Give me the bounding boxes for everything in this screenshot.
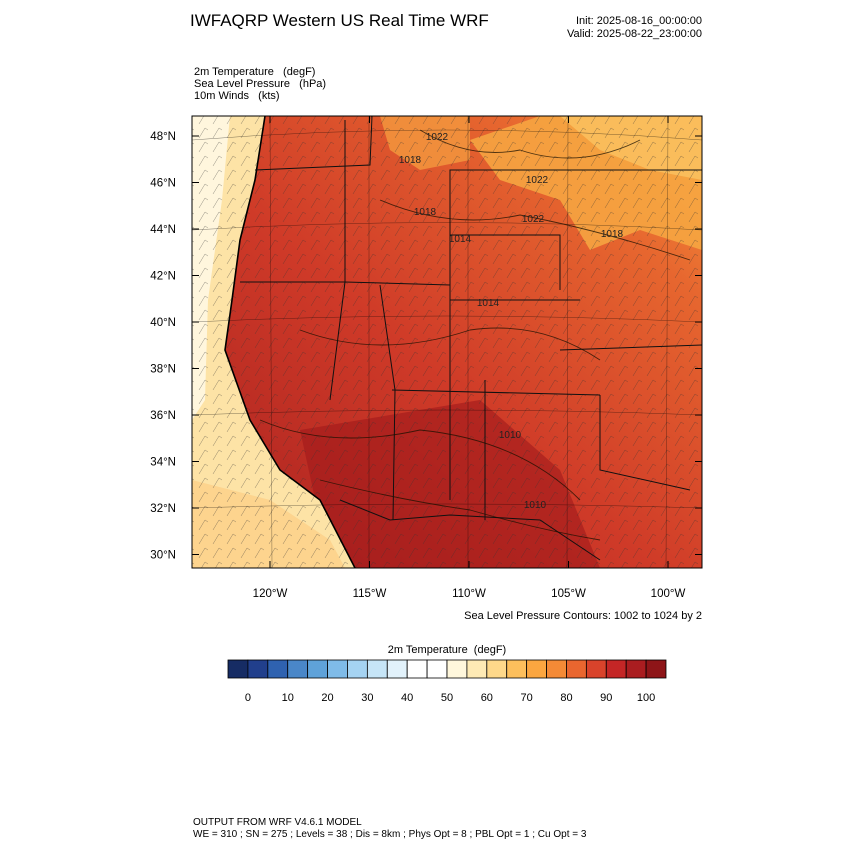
colorbar-label: 70 (521, 692, 533, 704)
valid-time: Valid: 2025-08-22_23:00:00 (567, 28, 702, 40)
contour-note: Sea Level Pressure Contours: 1002 to 102… (464, 610, 702, 622)
lon-tick-label: 105°W (551, 588, 586, 600)
colorbar-box (267, 659, 289, 679)
lon-tick-label: 115°W (353, 588, 387, 600)
colorbar-box (526, 659, 547, 679)
contour-label: 1018 (399, 155, 422, 166)
colorbar-label: 90 (600, 692, 612, 704)
colorbar-box (486, 659, 508, 679)
footer-line: OUTPUT FROM WRF V4.6.1 MODEL (193, 817, 362, 828)
field-label: 2m Temperature (degF) (194, 66, 315, 78)
contour-label: 1010 (524, 500, 547, 511)
colorbar-box (645, 659, 667, 679)
colorbar-box (366, 659, 388, 679)
colorbar-box (466, 659, 488, 679)
colorbar: 0 10 20 30 40 50 60 70 80 90 100 (227, 659, 667, 704)
lat-tick-label: 44°N (150, 224, 176, 236)
colorbar-box (347, 659, 368, 679)
contour-label: 1022 (426, 132, 449, 143)
contour-labels: 1022 1018 1018 1022 1022 1018 1014 1014 1010 1010 (399, 132, 624, 511)
contour-label: 1018 (601, 229, 624, 240)
colorbar-box (227, 659, 249, 679)
colorbar-label: 60 (481, 692, 493, 704)
contour-label: 1014 (477, 298, 500, 309)
colorbar-box (327, 659, 348, 679)
colorbar-label: 80 (560, 692, 572, 704)
colorbar-box (307, 659, 328, 679)
field-label: Sea Level Pressure (hPa) (194, 78, 326, 90)
footer-line: WE = 310 ; SN = 275 ; Levels = 38 ; Dis … (193, 829, 587, 840)
contour-label: 1018 (414, 207, 437, 218)
title: IWFAQRP Western US Real Time WRF (190, 11, 489, 30)
contour-label: 1022 (522, 214, 545, 225)
field-label: 10m Winds (kts) (194, 90, 280, 102)
contour-label: 1014 (449, 234, 472, 245)
lat-tick-label: 36°N (150, 410, 176, 422)
init-time: Init: 2025-08-16_00:00:00 (576, 15, 702, 27)
lon-tick-label: 100°W (651, 588, 686, 600)
colorbar-box (585, 659, 607, 679)
lat-tick-label: 38°N (150, 364, 176, 376)
graticule (192, 116, 702, 568)
colorbar-box (625, 659, 647, 679)
colorbar-label: 10 (282, 692, 294, 704)
field-list: 2m Temperature (degF)Sea Level Pressure … (194, 66, 326, 102)
borders (240, 116, 702, 561)
colorbar-label: 20 (321, 692, 333, 704)
colorbar-box (566, 659, 587, 679)
colorbar-box (386, 659, 408, 679)
wind-barbs (192, 116, 702, 568)
lat-tick-label: 32°N (150, 503, 176, 515)
colorbar-label: 0 (245, 692, 251, 704)
axes: 48°N 46°N 44°N 42°N 40°N 38°N 36°N 34°N 32°N 30°N… (150, 116, 702, 600)
lat-tick-label: 46°N (150, 178, 176, 190)
colorbar-box (605, 659, 627, 679)
colorbar-label: 40 (401, 692, 413, 704)
colorbar-title: 2m Temperature (degF) (388, 644, 506, 656)
colorbar-box (406, 659, 428, 679)
colorbar-label: 100 (637, 692, 655, 704)
lat-tick-label: 42°N (150, 271, 176, 283)
colorbar-box (426, 659, 448, 679)
lat-tick-label: 48°N (150, 131, 176, 143)
contour-label: 1010 (499, 430, 522, 441)
lat-tick-label: 34°N (150, 457, 176, 469)
colorbar-box (546, 659, 567, 679)
map-frame (191, 115, 703, 569)
map-field: 1022 1018 1018 1022 1022 1018 1014 1014 1010 1010 (192, 116, 702, 568)
lat-tick-label: 40°N (150, 317, 176, 329)
lat-tick-label: 30°N (150, 550, 176, 562)
contour-label: 1022 (526, 175, 549, 186)
lon-tick-label: 120°W (253, 588, 288, 600)
colorbar-box (446, 659, 468, 679)
colorbar-box (506, 659, 528, 679)
colorbar-box (247, 659, 269, 679)
colorbar-label: 50 (441, 692, 453, 704)
pressure-contours (259, 129, 691, 541)
coastline (224, 116, 356, 568)
colorbar-label: 30 (361, 692, 373, 704)
lon-tick-label: 110°W (452, 588, 486, 600)
colorbar-box (287, 659, 309, 679)
